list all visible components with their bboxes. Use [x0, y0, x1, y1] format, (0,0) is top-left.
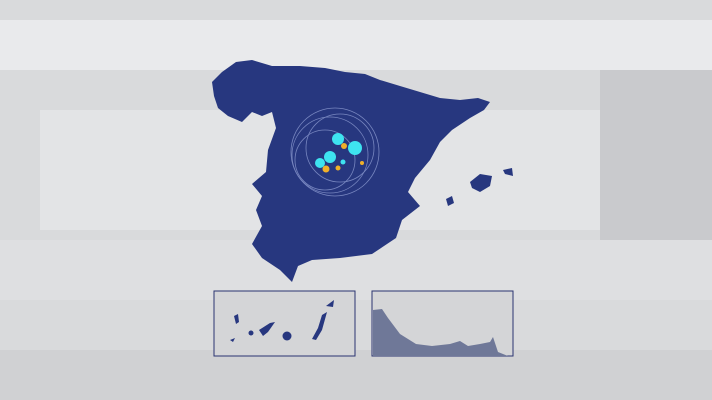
marker-cyan[interactable] [315, 158, 325, 168]
data-rings [290, 107, 380, 197]
data-markers [315, 133, 364, 173]
marker-yellow[interactable] [322, 165, 330, 173]
inset-north-africa-coast[interactable] [371, 290, 514, 357]
marker-yellow[interactable] [341, 143, 347, 149]
marker-cyan[interactable] [324, 151, 336, 163]
spain-mainland-shape[interactable] [212, 60, 490, 282]
marker-cyan[interactable] [340, 159, 346, 165]
menorca[interactable] [503, 168, 513, 176]
spain-mainland[interactable] [212, 60, 513, 282]
marker-cyan[interactable] [348, 141, 362, 155]
background-band [0, 350, 712, 400]
marker-yellow[interactable] [335, 165, 341, 171]
mallorca[interactable] [470, 174, 492, 192]
inset-canary-islands[interactable] [213, 290, 356, 357]
background-band [0, 20, 712, 70]
marker-cyan[interactable] [332, 133, 344, 145]
ibiza[interactable] [446, 196, 454, 206]
marker-yellow[interactable] [360, 161, 364, 165]
